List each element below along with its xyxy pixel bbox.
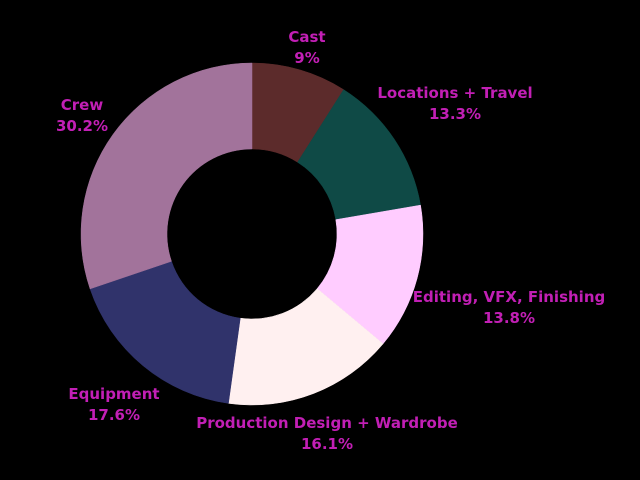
labels-layer: Cast 9% Locations + Travel 13.3% Editing, VF… — [56, 28, 605, 453]
slice-equipment — [89, 260, 241, 404]
slices-layer — [80, 62, 424, 406]
slice-value-label: 13.3% — [429, 105, 481, 123]
slice-value-label: 13.8% — [483, 309, 535, 327]
slice-label: Cast — [288, 28, 325, 46]
slice-value-label: 16.1% — [301, 435, 353, 453]
slice-value-label: 9% — [294, 49, 319, 67]
slice-label: Crew — [61, 96, 104, 114]
slice-label: Locations + Travel — [377, 84, 532, 102]
slice-label: Editing, VFX, Finishing — [413, 288, 606, 306]
slice-label: Production Design + Wardrobe — [196, 414, 458, 432]
slice-value-label: 30.2% — [56, 117, 108, 135]
slice-value-label: 17.6% — [88, 406, 140, 424]
slice-crew — [80, 62, 253, 290]
slice-label: Equipment — [68, 385, 159, 403]
